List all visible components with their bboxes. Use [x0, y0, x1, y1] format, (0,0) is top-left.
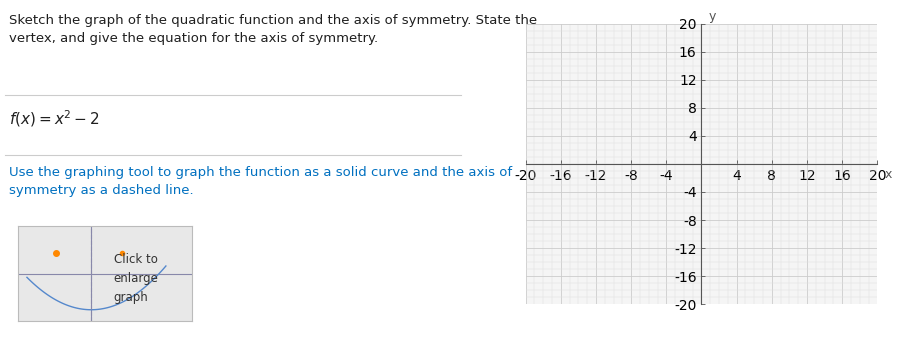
Text: x: x	[885, 168, 892, 181]
Text: y: y	[708, 10, 716, 23]
Text: Sketch the graph of the quadratic function and the axis of symmetry. State the
v: Sketch the graph of the quadratic functi…	[9, 14, 537, 45]
Text: Use the graphing tool to graph the function as a solid curve and the axis of
sym: Use the graphing tool to graph the funct…	[9, 166, 513, 197]
Text: $f(x) = x^2 - 2$: $f(x) = x^2 - 2$	[9, 108, 101, 129]
Text: Click to
enlarge
graph: Click to enlarge graph	[113, 253, 159, 304]
